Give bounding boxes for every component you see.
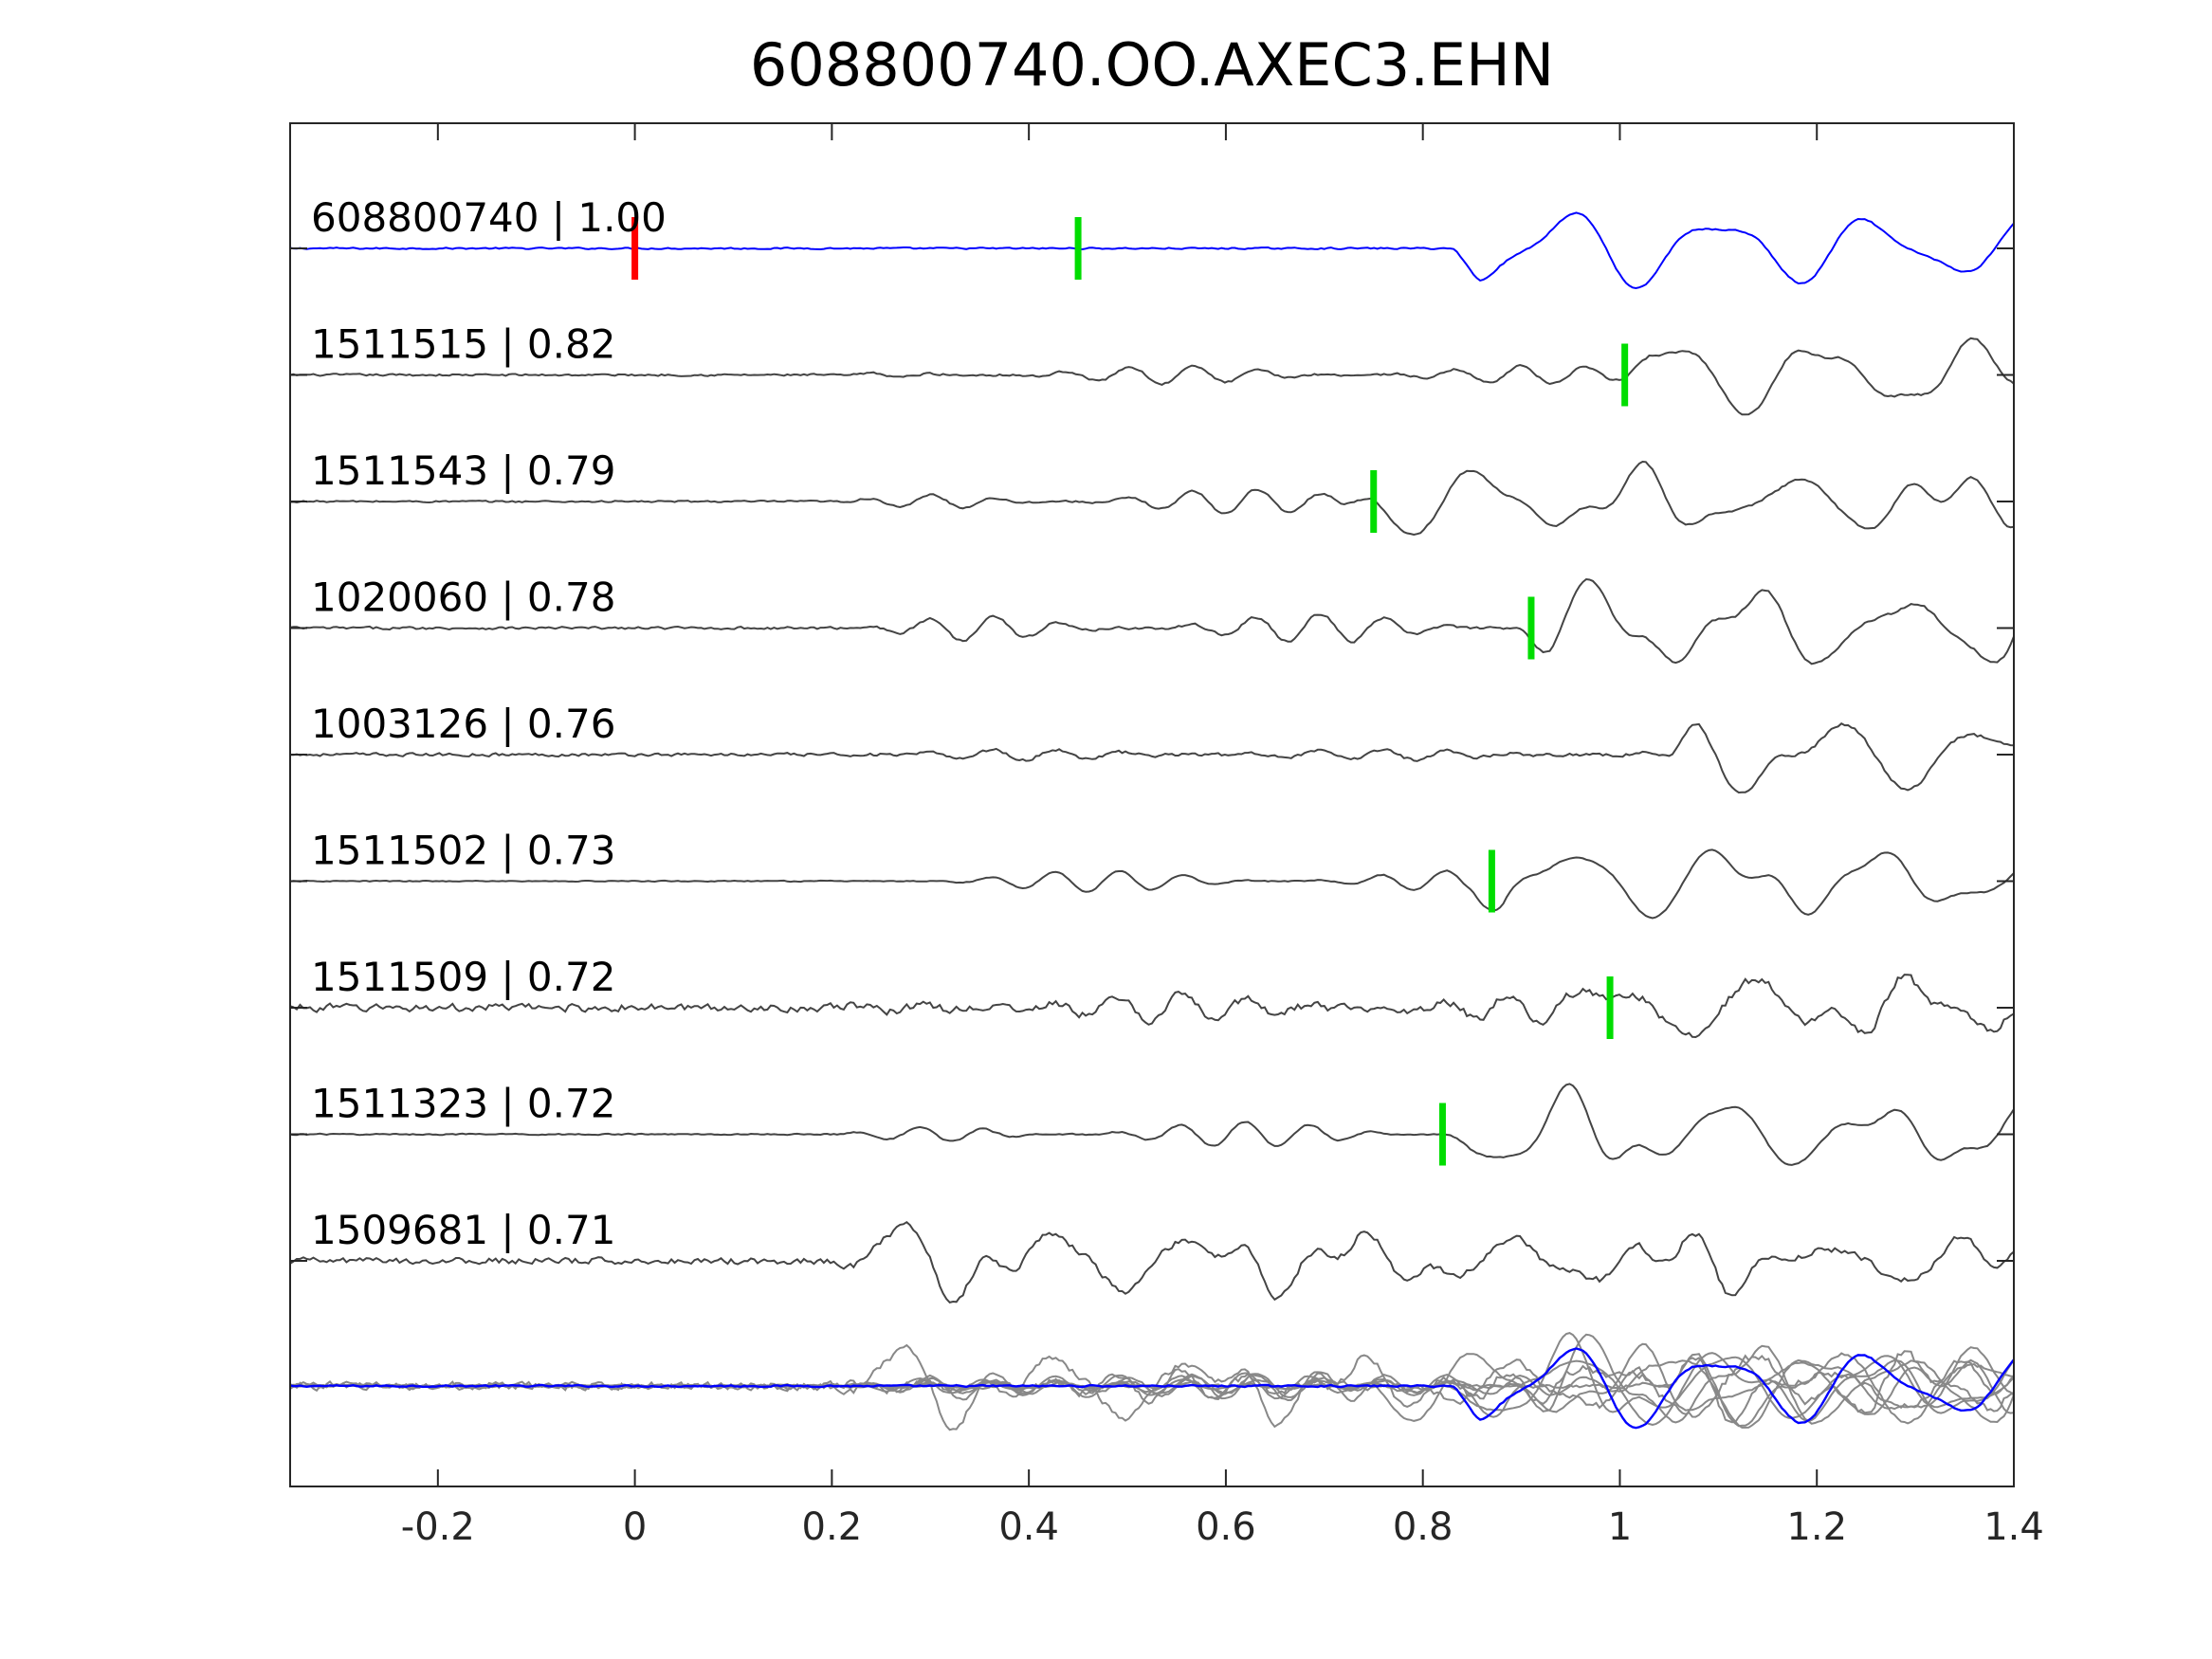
trace-waveform — [289, 211, 2015, 290]
stack-trace — [289, 1352, 2015, 1427]
trace-waveform — [290, 721, 2015, 794]
x-axis: -0.2 0 0.2 0.4 0.6 0.8 1 1.2 1.4 — [401, 123, 2044, 1549]
trace-waveform — [289, 1083, 2015, 1166]
picks-layer — [631, 217, 1629, 1166]
trace-waveform — [289, 974, 2015, 1039]
trace-label: 1511543 | 0.79 — [311, 447, 615, 494]
x-tick-label: 1.2 — [1786, 1505, 1847, 1549]
chart-title: 608800740.OO.AXEC3.EHN — [750, 30, 1554, 100]
trace-label: 1511502 | 0.73 — [311, 828, 615, 874]
trace-waveform — [289, 1220, 2015, 1304]
trace-label: 1509681 | 0.71 — [311, 1207, 615, 1253]
stack-trace — [289, 1333, 2015, 1425]
plot-frame — [289, 122, 2015, 1487]
trace-waveform — [289, 848, 2015, 920]
x-tick-label: 0 — [623, 1505, 647, 1549]
trace-label: 608800740 | 1.00 — [311, 194, 667, 241]
x-tick-label: 0.2 — [802, 1505, 863, 1549]
trace-waveform — [289, 460, 2015, 537]
trace-label: 1003126 | 0.76 — [311, 701, 615, 747]
trace-label: 1511515 | 0.82 — [311, 321, 615, 368]
x-tick-label: 0.8 — [1393, 1505, 1453, 1549]
x-tick-label: 0.6 — [1196, 1505, 1256, 1549]
x-tick-label: 0.4 — [998, 1505, 1059, 1549]
stack-template-trace — [289, 1347, 2015, 1430]
trace-waveform — [289, 337, 2015, 416]
x-tick-label: 1 — [1608, 1505, 1632, 1549]
trace-label: 1511509 | 0.72 — [311, 954, 615, 1000]
stack-trace — [289, 1332, 2015, 1420]
x-tick-label: -0.2 — [401, 1505, 475, 1549]
stacked-overlay — [289, 1332, 2015, 1431]
trace-waveform — [289, 577, 2015, 665]
trace-labels: 608800740 | 1.00 1511515 | 0.82 1511543 | … — [311, 194, 667, 1253]
stack-trace — [289, 1343, 2015, 1431]
x-tick-label: 1.4 — [1983, 1505, 2044, 1549]
trace-label: 1020060 | 0.78 — [311, 574, 615, 621]
traces-layer — [289, 211, 2015, 1304]
trace-label: 1511323 | 0.72 — [311, 1081, 615, 1127]
